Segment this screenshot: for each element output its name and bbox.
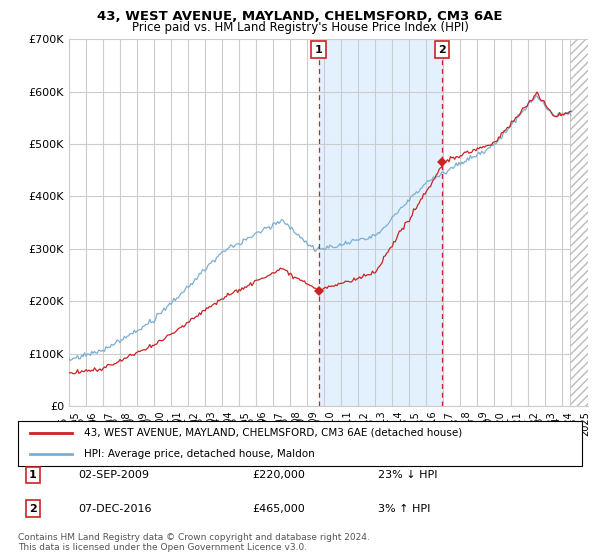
Text: £220,000: £220,000 xyxy=(252,470,305,480)
Text: Price paid vs. HM Land Registry's House Price Index (HPI): Price paid vs. HM Land Registry's House … xyxy=(131,21,469,34)
Text: 23% ↓ HPI: 23% ↓ HPI xyxy=(378,470,437,480)
Bar xyxy=(569,39,588,406)
Text: 43, WEST AVENUE, MAYLAND, CHELMSFORD, CM3 6AE: 43, WEST AVENUE, MAYLAND, CHELMSFORD, CM… xyxy=(97,10,503,23)
Text: HPI: Average price, detached house, Maldon: HPI: Average price, detached house, Mald… xyxy=(84,449,315,459)
Bar xyxy=(319,39,442,406)
Text: 2: 2 xyxy=(29,503,37,514)
Text: 3% ↑ HPI: 3% ↑ HPI xyxy=(378,503,430,514)
Text: 02-SEP-2009: 02-SEP-2009 xyxy=(78,470,149,480)
Bar xyxy=(569,39,588,406)
Text: £465,000: £465,000 xyxy=(252,503,305,514)
Text: 07-DEC-2016: 07-DEC-2016 xyxy=(78,503,151,514)
Text: 43, WEST AVENUE, MAYLAND, CHELMSFORD, CM3 6AE (detached house): 43, WEST AVENUE, MAYLAND, CHELMSFORD, CM… xyxy=(84,428,462,438)
Text: 1: 1 xyxy=(29,470,37,480)
Text: Contains HM Land Registry data © Crown copyright and database right 2024.
This d: Contains HM Land Registry data © Crown c… xyxy=(18,533,370,552)
Text: 2: 2 xyxy=(438,45,446,55)
Text: 1: 1 xyxy=(315,45,323,55)
